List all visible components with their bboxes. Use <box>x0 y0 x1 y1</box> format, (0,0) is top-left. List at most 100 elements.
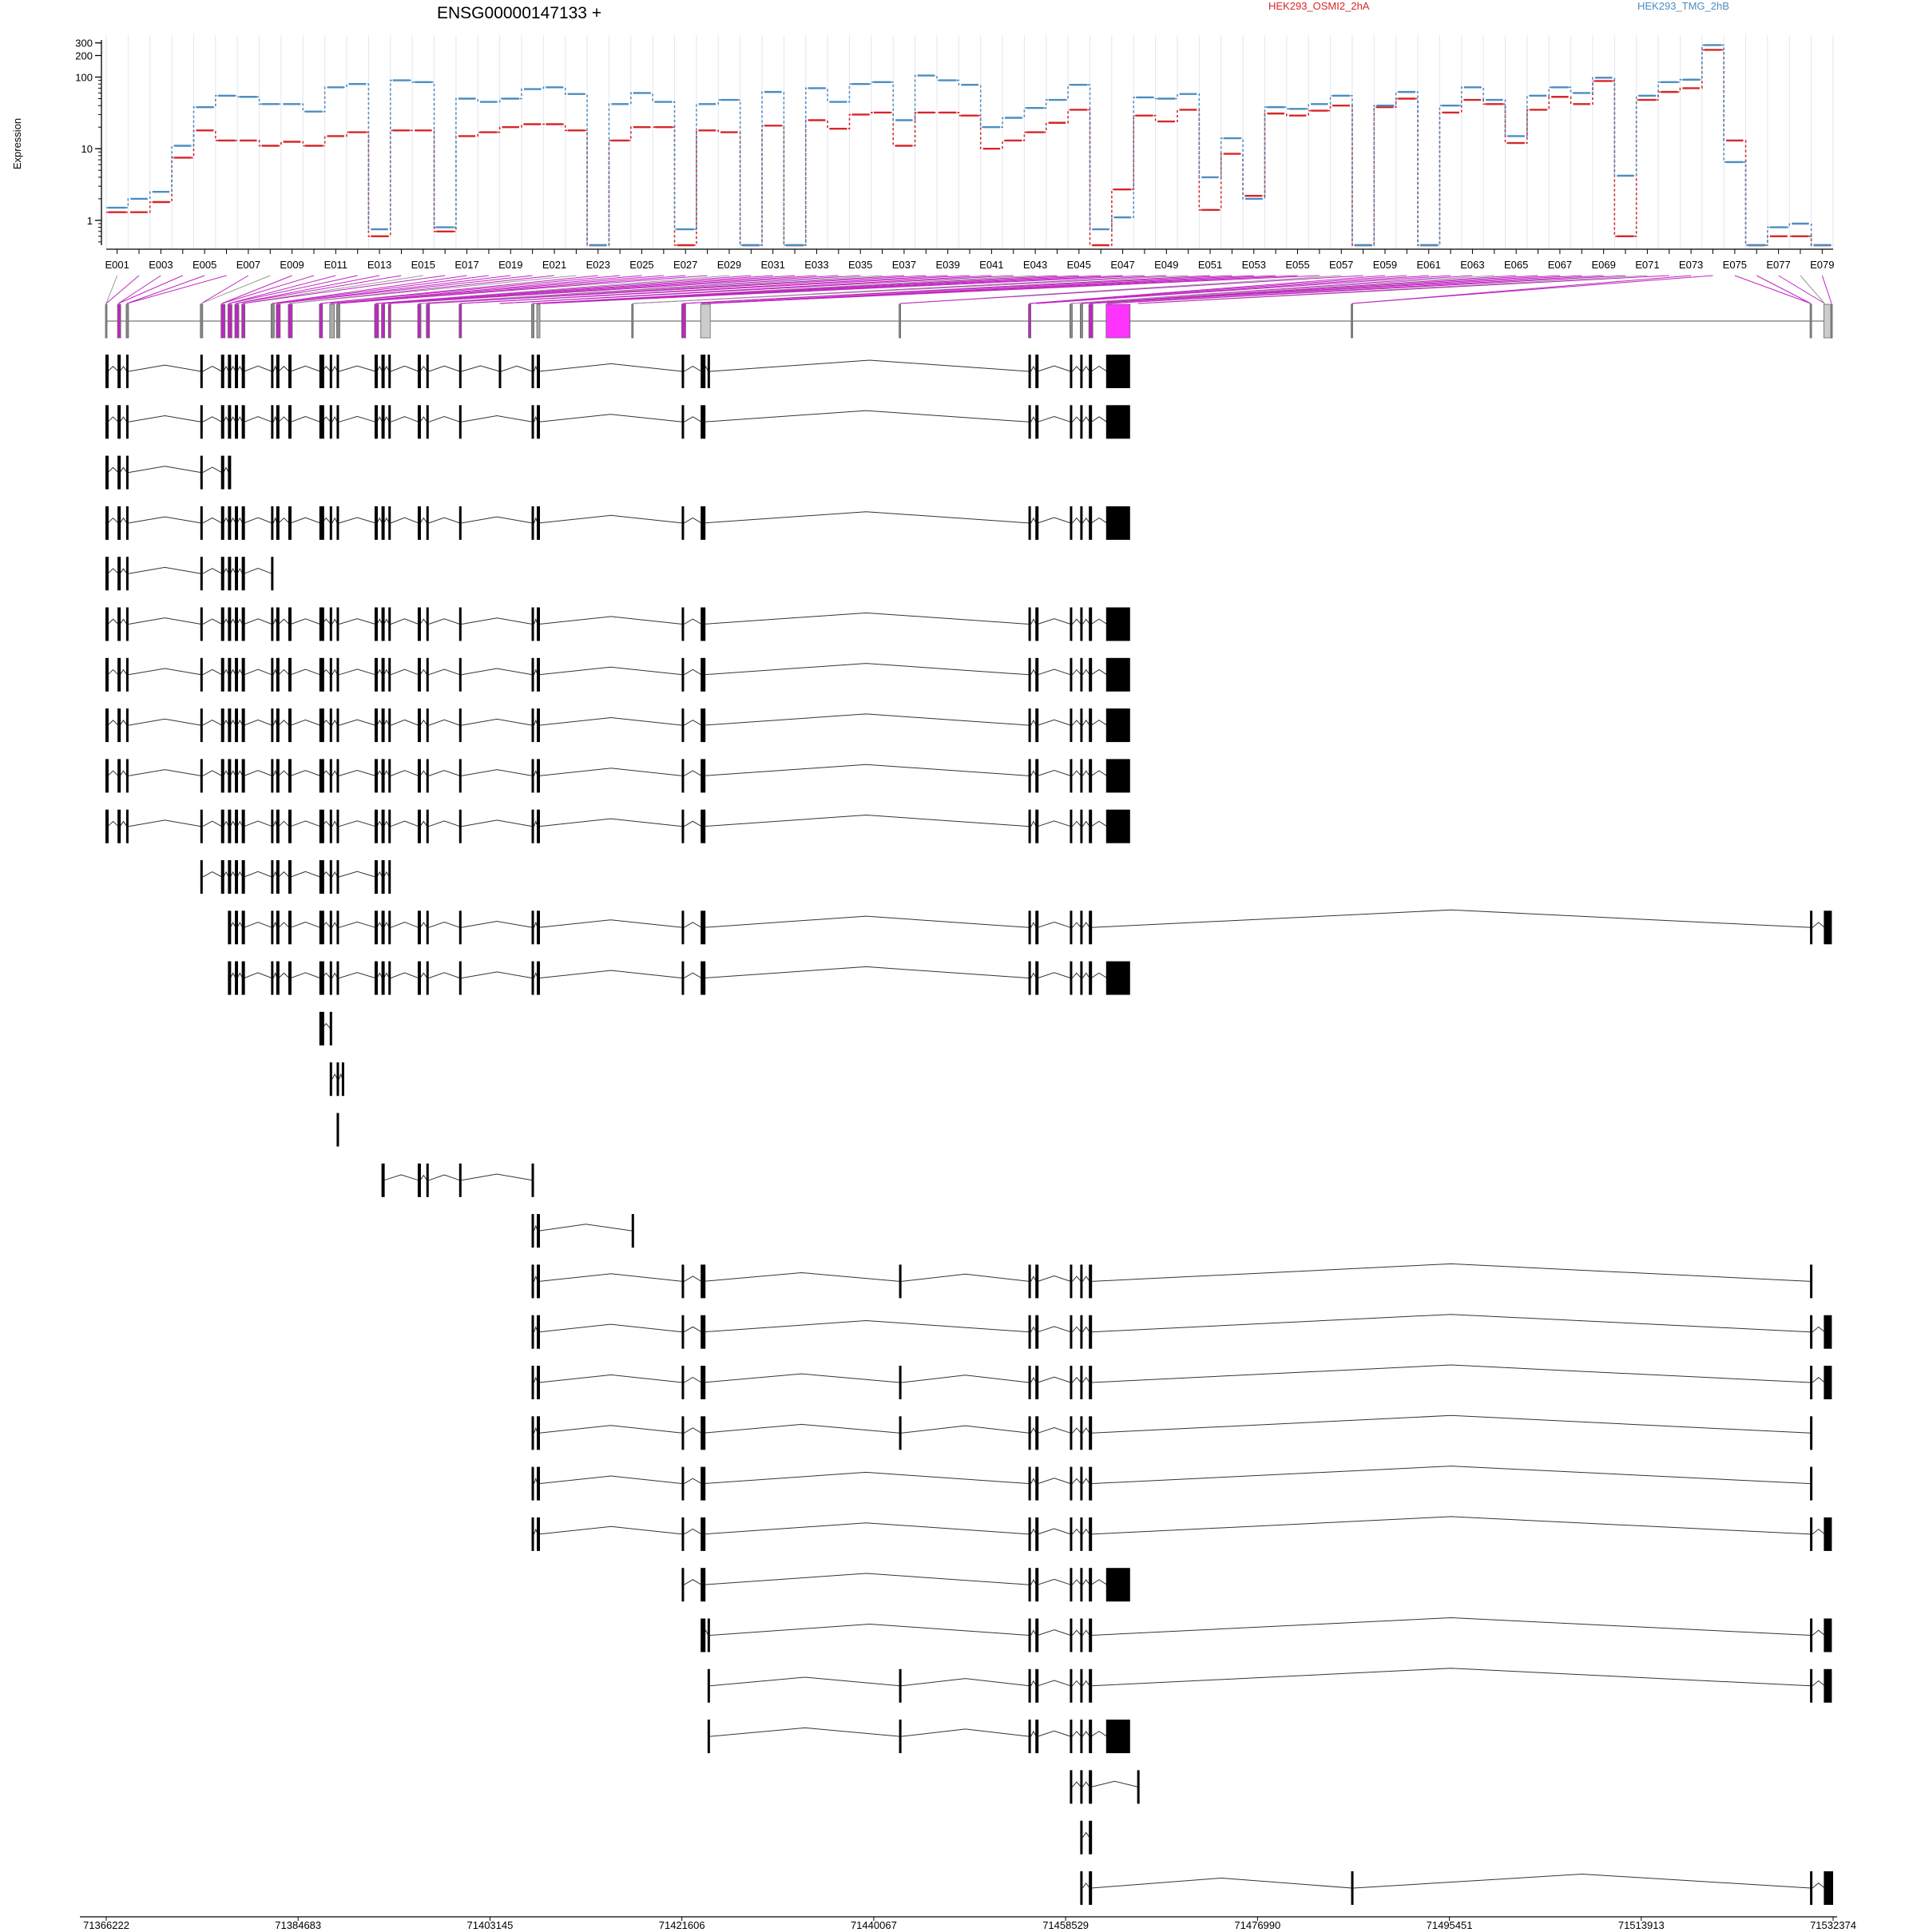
exon-tick-label: E017 <box>454 259 478 271</box>
gene-exon <box>1830 303 1833 339</box>
exon-block <box>241 506 245 540</box>
exon-block <box>458 405 462 439</box>
exon-block <box>319 1011 324 1045</box>
intron <box>391 517 419 524</box>
intron <box>1030 1680 1037 1687</box>
exon-block <box>105 355 109 388</box>
exon-block <box>374 405 378 439</box>
exon-block <box>117 557 121 591</box>
intron <box>223 668 229 676</box>
intron <box>538 1273 683 1282</box>
exon-block <box>329 1011 332 1045</box>
intron <box>1812 1326 1825 1333</box>
exon-block <box>228 961 232 995</box>
intron <box>461 819 533 827</box>
intron <box>376 365 383 372</box>
intron <box>278 820 290 827</box>
exon-block <box>707 355 710 388</box>
intron <box>684 416 702 423</box>
exon-block <box>329 708 332 743</box>
exon-block <box>336 708 339 743</box>
intron <box>1090 618 1108 625</box>
intron <box>1812 1680 1825 1687</box>
exon-block <box>288 708 292 743</box>
exon-connector <box>1029 275 1407 304</box>
gene-exon <box>1809 303 1812 339</box>
exon-block <box>200 557 203 591</box>
intron <box>223 770 229 776</box>
intron <box>383 922 390 928</box>
exon-block <box>341 1062 344 1097</box>
exon-block <box>1028 910 1031 945</box>
exon-block <box>701 809 706 843</box>
exon-block <box>105 557 109 591</box>
exon-block <box>271 961 274 995</box>
exon-block <box>271 557 274 591</box>
transcript <box>1080 1820 1093 1855</box>
exon-block <box>1080 1315 1083 1349</box>
exon-block <box>220 506 224 540</box>
exon-block <box>707 1668 710 1703</box>
exon-block <box>125 759 129 793</box>
y-axis-label: Expression <box>11 118 23 169</box>
exon-block <box>631 1214 634 1248</box>
exon-block <box>125 607 129 641</box>
intron <box>1072 922 1082 928</box>
exon-block <box>426 607 429 641</box>
exon-block <box>681 1264 685 1299</box>
exon-block <box>1028 1264 1031 1299</box>
intron <box>538 768 683 776</box>
intron <box>1072 1528 1082 1535</box>
intron <box>1090 972 1108 979</box>
exon-block <box>1035 1618 1039 1652</box>
exon-block <box>228 455 232 490</box>
exon-block <box>329 657 332 692</box>
intron <box>128 819 201 827</box>
intron <box>684 668 702 676</box>
exon-block <box>1824 1871 1832 1905</box>
intron <box>709 1727 900 1737</box>
exon-block <box>1070 1264 1073 1299</box>
exon-block <box>417 1163 421 1197</box>
exon-block <box>1105 355 1130 388</box>
genome-tick-label: 71384683 <box>275 1919 321 1931</box>
exon-block <box>288 759 292 793</box>
gene-exon <box>1105 303 1131 339</box>
intron <box>331 668 338 676</box>
exon-block <box>1070 708 1073 743</box>
exon-block <box>200 607 203 641</box>
exon-tick-label: E057 <box>1329 259 1353 271</box>
exon-block <box>1089 506 1093 540</box>
exon-block <box>228 708 232 743</box>
genome-tick-label: 71513913 <box>1618 1919 1665 1931</box>
genome-axis: 71366222 71384683 71403145 71421606 71440067… <box>80 1916 1856 1931</box>
exon-block <box>117 405 121 439</box>
y-tick-label: 200 <box>75 50 93 62</box>
gene-exon <box>1080 303 1083 339</box>
exon-block <box>1028 708 1031 743</box>
intron <box>383 517 390 524</box>
exon-block <box>681 1568 685 1602</box>
exon-block <box>329 910 332 945</box>
exon-block <box>1080 1871 1083 1905</box>
series-lines <box>106 44 1833 247</box>
intron <box>1030 416 1037 423</box>
exon-block <box>1351 1871 1354 1905</box>
exon-block <box>319 355 324 388</box>
exon-block <box>1089 1770 1093 1804</box>
exon-block <box>125 557 129 591</box>
series-line <box>106 44 1833 246</box>
exon-block <box>388 708 391 743</box>
transcript <box>531 1516 1832 1551</box>
exon-block <box>531 1264 534 1299</box>
intron <box>684 1326 702 1333</box>
legend-entry-osmi2: HEK293_OSMI2_2hA <box>1268 0 1370 12</box>
intron <box>331 416 338 423</box>
intron <box>278 618 290 625</box>
intron <box>1030 719 1037 726</box>
intron <box>1090 720 1108 726</box>
intron <box>684 1528 702 1535</box>
gene-exon <box>426 303 431 339</box>
exon-block <box>1089 759 1093 793</box>
exon-block <box>1035 1366 1039 1399</box>
